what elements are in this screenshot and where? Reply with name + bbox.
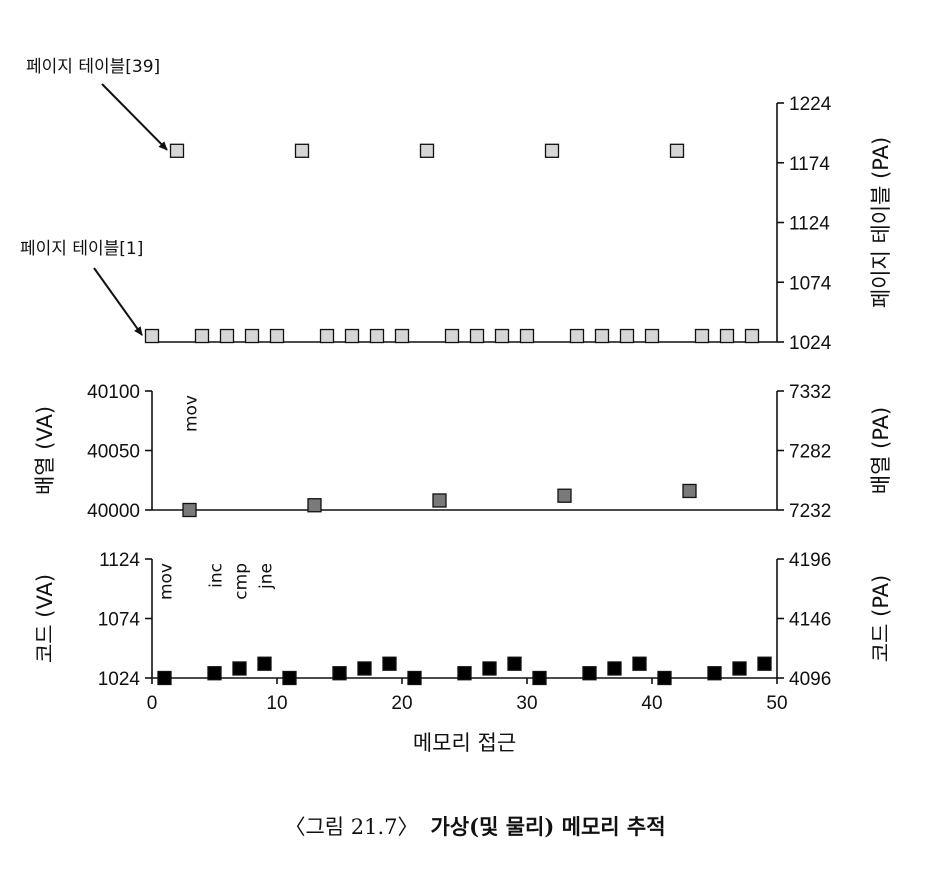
x-axis-title: 메모리 접근 [413, 731, 516, 755]
right-tick-label: 1124 [789, 214, 830, 235]
x-tick-label: 0 [147, 693, 158, 714]
right-axis-title: 코드 (PA) [869, 575, 893, 662]
data-point [144, 328, 160, 344]
instruction-label-mov: mov [182, 395, 202, 432]
data-point [569, 328, 585, 344]
data-point [719, 328, 735, 344]
data-point [482, 661, 497, 676]
left-tick-label: 1124 [99, 550, 140, 571]
data-point [557, 488, 572, 503]
right-tick-label: 7332 [789, 382, 831, 403]
x-tick-label: 10 [266, 693, 287, 714]
right-tick-label: 7232 [789, 501, 831, 522]
caption-title: 가상(및 물리) 메모리 추적 [431, 814, 666, 839]
data-point [669, 143, 685, 158]
data-point [344, 328, 360, 344]
data-point [382, 656, 397, 671]
data-point [194, 328, 210, 344]
data-point [507, 656, 522, 671]
figure-caption: 〈그림 21.7〉 가상(및 물리) 메모리 추적 [284, 814, 665, 839]
x-tick-label: 20 [391, 693, 412, 714]
caption-prefix: 〈그림 21.7〉 [284, 815, 418, 839]
data-point [632, 656, 647, 671]
data-point [407, 670, 422, 686]
right-tick-label: 1174 [789, 154, 830, 175]
data-point [169, 143, 185, 158]
x-tick-label: 40 [641, 693, 662, 714]
panel-array: 7232 7282 7332 배열 (PA) 40000 40050 40100 배열 (VA… [33, 382, 893, 522]
data-point [357, 661, 372, 676]
panel-page_table: 1024 1074 1124 1174 1224 페이지 테이블 (PA) 페이지 테이블[… [20, 57, 893, 354]
data-point [519, 328, 535, 344]
data-point [607, 661, 622, 676]
data-point [219, 328, 235, 344]
data-point [457, 666, 472, 681]
data-point [282, 670, 297, 686]
right-tick-label: 7282 [789, 442, 831, 463]
instruction-label-inc: inc [207, 563, 227, 588]
data-point [319, 328, 335, 344]
data-point [419, 143, 435, 158]
data-point [682, 483, 697, 499]
data-point [444, 328, 460, 344]
left-tick-label: 40000 [87, 501, 140, 522]
data-point [257, 656, 272, 671]
panel-code: 4096 4146 4196 코드 (PA) 1024 1074 1124 코드 (VA) 0 1… [33, 550, 893, 755]
data-point [307, 498, 322, 513]
x-tick-label: 50 [766, 693, 787, 714]
data-point [594, 328, 610, 344]
data-point [232, 661, 247, 676]
left-tick-label: 1024 [98, 669, 141, 690]
instruction-label-cmp: cmp [232, 563, 252, 600]
data-point [207, 666, 222, 681]
data-point [332, 666, 347, 681]
left-tick-label: 40100 [87, 382, 140, 403]
data-point [369, 328, 385, 344]
right-tick-label: 4146 [789, 610, 831, 631]
data-point [657, 670, 672, 686]
data-point [294, 143, 310, 158]
data-point [544, 143, 560, 158]
data-point [532, 670, 547, 686]
left-axis-title: 배열 (VA) [33, 406, 57, 495]
annotation-arrow [101, 83, 168, 151]
left-axis-title: 코드 (VA) [33, 574, 57, 663]
right-axis-title: 배열 (PA) [869, 407, 893, 494]
data-point [394, 328, 410, 344]
right-tick-label: 4196 [789, 550, 831, 571]
data-point [244, 328, 260, 344]
left-tick-label: 1074 [98, 610, 141, 631]
instruction-label-jne: jne [257, 563, 277, 590]
data-point [432, 493, 447, 508]
data-point [744, 328, 760, 344]
data-point [269, 328, 285, 344]
left-tick-label: 40050 [87, 442, 140, 463]
right-tick-label: 1224 [789, 94, 832, 115]
data-point [182, 502, 197, 518]
data-point [157, 670, 172, 686]
right-tick-label: 4096 [789, 669, 831, 690]
right-tick-label: 1074 [789, 273, 832, 294]
data-point [757, 656, 772, 671]
data-point [619, 328, 635, 344]
data-point [644, 328, 660, 344]
x-tick-label: 30 [516, 693, 537, 714]
annotation-label: 페이지 테이블[1] [20, 239, 143, 259]
annotation-arrow [93, 267, 143, 336]
data-point [582, 666, 597, 681]
instruction-label-mov: mov [157, 563, 177, 600]
data-point [694, 328, 710, 344]
data-point [469, 328, 485, 344]
data-point [707, 666, 722, 681]
data-point [494, 328, 510, 344]
right-axis-title: 페이지 테이블 (PA) [869, 137, 893, 308]
annotation-label: 페이지 테이블[39] [26, 57, 160, 77]
right-tick-label: 1024 [789, 333, 832, 354]
data-point [732, 661, 747, 676]
